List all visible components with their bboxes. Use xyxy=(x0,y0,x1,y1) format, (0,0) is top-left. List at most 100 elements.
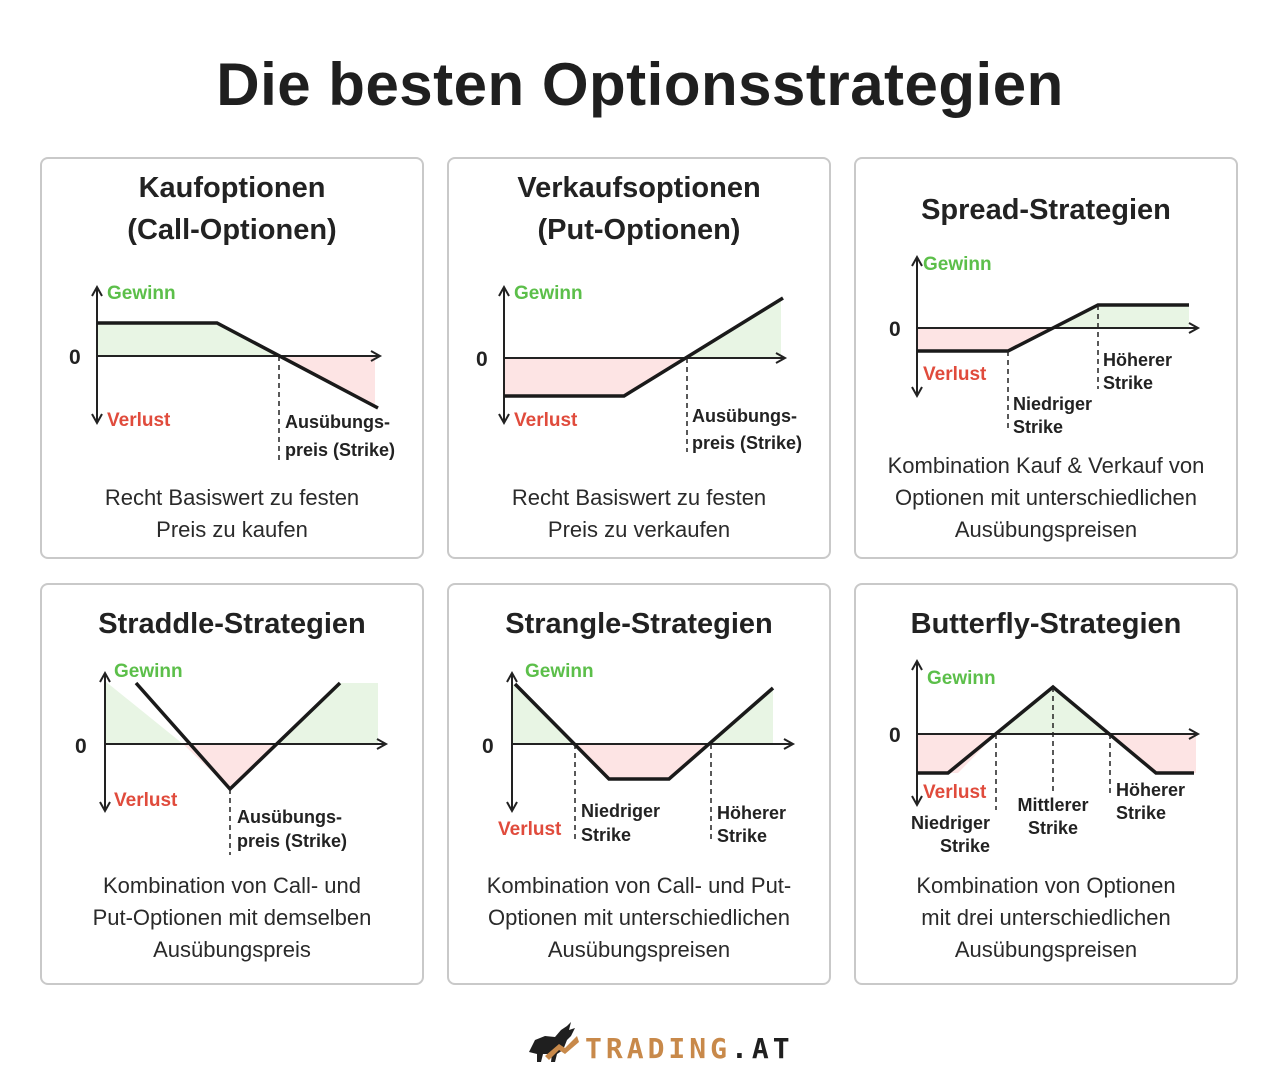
card-title-line: (Put-Optionen) xyxy=(537,214,741,246)
zero-label: 0 xyxy=(482,735,494,758)
gain-label: Gewinn xyxy=(107,283,176,304)
card-title: Verkaufsoptionen (Put-Optionen) xyxy=(449,167,829,251)
card-description: Kombination Kauf & Verkauf von Optionen … xyxy=(856,450,1236,546)
strike-label-low: Strike xyxy=(1013,417,1063,437)
brand-logo[interactable]: TRADING.AT xyxy=(525,1018,790,1068)
description-line: Put-Optionen mit demselben xyxy=(92,905,372,930)
brand-suffix: AT xyxy=(751,1032,794,1065)
card-straddle-strategies: Straddle-Strategien Gewinn Verlust 0 Aus… xyxy=(40,583,424,985)
y-arrow-up xyxy=(506,670,518,683)
loss-area-right xyxy=(1110,734,1196,773)
description-line: Ausübungspreisen xyxy=(954,517,1138,542)
card-put-options: Verkaufsoptionen (Put-Optionen) Gewinn V… xyxy=(447,157,831,559)
zero-label: 0 xyxy=(75,735,87,758)
strike-label-high: Höherer xyxy=(717,803,786,823)
gain-area xyxy=(996,687,1110,734)
y-arrow-up xyxy=(911,254,923,267)
gain-label: Gewinn xyxy=(514,283,583,304)
card-description: Recht Basiswert zu festen Preis zu kaufe… xyxy=(42,482,422,546)
gain-area xyxy=(97,323,279,356)
card-spread-strategies: Spread-Strategien Gewinn Verlust 0 Niedr… xyxy=(854,157,1238,559)
payoff-line xyxy=(504,296,784,398)
strike-label: Ausübungs- xyxy=(285,412,390,432)
brand-wordmark: TRADING.AT xyxy=(585,1032,794,1065)
strike-label-high: Strike xyxy=(1103,373,1153,393)
strike-label-mid: Mittlerer xyxy=(1017,795,1088,815)
x-arrow xyxy=(775,352,788,364)
card-description: Kombination von Optionen mit drei unters… xyxy=(856,870,1236,966)
card-description: Kombination von Call- und Put- Optionen … xyxy=(449,870,829,966)
strike-label-high: Höherer xyxy=(1103,350,1172,370)
x-arrow xyxy=(1188,728,1201,740)
description-line: Recht Basiswert zu festen xyxy=(511,485,767,510)
card-title-line: Kaufoptionen xyxy=(138,172,326,204)
loss-area-left xyxy=(917,734,996,773)
description-line: Ausübungspreisen xyxy=(954,937,1138,962)
card-title: Butterfly-Strategien xyxy=(856,603,1236,645)
strike-label: preis (Strike) xyxy=(237,831,347,851)
card-description: Recht Basiswert zu festen Preis zu verka… xyxy=(449,482,829,546)
description-line: Kombination von Optionen xyxy=(916,873,1176,898)
y-arrow-up xyxy=(498,284,510,297)
loss-label: Verlust xyxy=(114,790,178,811)
bull-icon xyxy=(529,1022,579,1062)
description-line: Recht Basiswert zu festen xyxy=(104,485,360,510)
card-strangle-strategies: Strangle-Strategien Gewinn Verlust 0 Nie… xyxy=(447,583,831,985)
card-title: Spread-Strategien xyxy=(856,189,1236,231)
description-line: Preis zu kaufen xyxy=(156,517,308,542)
payoff-diagram: Gewinn Verlust 0 Ausübungs- preis (Strik… xyxy=(69,283,395,461)
strike-label: Ausübungs- xyxy=(692,406,797,426)
card-description: Kombination von Call- und Put-Optionen m… xyxy=(42,870,422,966)
y-arrow-up xyxy=(99,670,111,683)
y-arrow-down xyxy=(498,413,510,426)
card-call-options: Kaufoptionen (Call-Optionen) Gewinn Verl… xyxy=(40,157,424,559)
description-line: mit drei unterschiedlichen xyxy=(921,905,1171,930)
card-title-line: Straddle-Strategien xyxy=(98,608,366,640)
brand-dot: . xyxy=(731,1032,752,1065)
y-arrow-up xyxy=(911,658,923,671)
card-title-line: (Call-Optionen) xyxy=(127,214,337,246)
strike-label-mid: Strike xyxy=(1028,818,1078,838)
y-arrow-down xyxy=(99,801,111,814)
payoff-diagram: Gewinn Verlust 0 Niedriger Strike Mittle… xyxy=(889,658,1201,856)
x-arrow xyxy=(783,738,796,750)
loss-label: Verlust xyxy=(514,410,578,431)
x-arrow xyxy=(370,350,383,362)
gain-label: Gewinn xyxy=(927,668,996,689)
y-arrow-down xyxy=(911,386,923,399)
x-arrow xyxy=(376,738,389,750)
description-line: Kombination von Call- und Put- xyxy=(486,873,792,898)
zero-label: 0 xyxy=(476,348,488,371)
description-line: Kombination Kauf & Verkauf von xyxy=(887,453,1205,478)
card-title-line: Verkaufsoptionen xyxy=(517,172,761,204)
strike-label-low: Niedriger xyxy=(911,813,990,833)
strike-label-low: Strike xyxy=(581,825,631,845)
loss-area xyxy=(917,328,1054,351)
payoff-line xyxy=(917,303,1189,353)
x-arrow xyxy=(1188,322,1201,334)
gain-area-right xyxy=(278,683,378,744)
card-title: Strangle-Strategien xyxy=(449,603,829,645)
payoff-diagram: Gewinn Verlust 0 Ausübungs- preis (Strik… xyxy=(75,661,389,855)
zero-label: 0 xyxy=(889,724,901,747)
description-line: Optionen mit unterschiedlichen xyxy=(487,905,791,930)
strike-label-low: Strike xyxy=(940,836,990,856)
strike-label-low: Niedriger xyxy=(1013,394,1092,414)
gain-label: Gewinn xyxy=(114,661,183,682)
loss-area xyxy=(183,744,278,789)
strike-label: Ausübungs- xyxy=(237,807,342,827)
card-title: Straddle-Strategien xyxy=(42,603,422,645)
zero-label: 0 xyxy=(889,318,901,341)
y-arrow-up xyxy=(91,284,103,297)
card-butterfly-strategies: Butterfly-Strategien Gewinn Verlust 0 Ni… xyxy=(854,583,1238,985)
description-line: Ausübungspreisen xyxy=(547,937,731,962)
card-title-line: Spread-Strategien xyxy=(921,194,1171,226)
payoff-line xyxy=(97,321,379,410)
gain-label: Gewinn xyxy=(923,254,992,275)
gain-area-left xyxy=(105,681,183,744)
payoff-line xyxy=(513,682,775,781)
brand-name: TRADING xyxy=(585,1032,732,1065)
loss-label: Verlust xyxy=(498,819,562,840)
gain-label: Gewinn xyxy=(525,661,594,682)
strike-label: preis (Strike) xyxy=(285,440,395,460)
